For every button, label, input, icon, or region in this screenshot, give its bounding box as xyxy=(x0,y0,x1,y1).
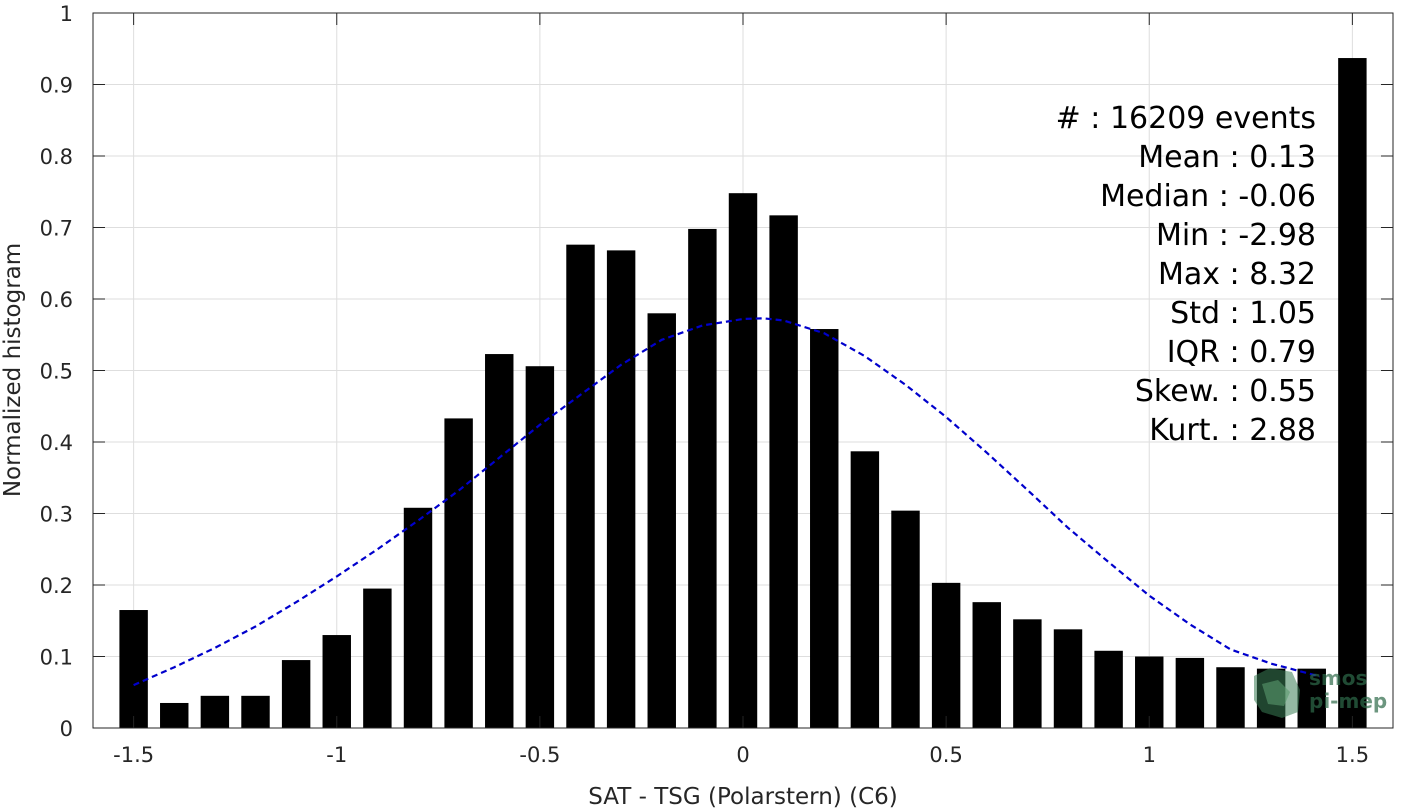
histogram-bar xyxy=(322,635,351,728)
histogram-bar xyxy=(160,702,189,728)
y-tick-label: 0.5 xyxy=(40,360,73,384)
histogram-bar xyxy=(891,510,920,728)
x-tick-label: 0 xyxy=(736,743,749,767)
x-axis-label: SAT - TSG (Polarstern) (C6) xyxy=(588,784,897,809)
histogram-bar xyxy=(403,507,433,728)
histogram-bar xyxy=(688,228,717,728)
x-tick-label: 0.5 xyxy=(929,743,962,767)
histogram-bar xyxy=(485,354,514,728)
histogram-bar xyxy=(769,215,798,729)
x-tick-label: -1 xyxy=(326,743,347,767)
statistics-annotation: # : 16209 events Mean : 0.13 Median : -0.0… xyxy=(1056,101,1316,448)
stat-line: # : 16209 events xyxy=(1056,101,1316,136)
y-tick-label: 0.7 xyxy=(40,217,73,241)
y-tick-label: 0.6 xyxy=(40,288,73,312)
histogram-bar xyxy=(1216,667,1245,728)
y-tick-label: 0.8 xyxy=(40,145,73,169)
histogram-bar xyxy=(119,610,148,728)
histogram-bar xyxy=(566,244,595,728)
logo-text-line2: pi-mep xyxy=(1309,689,1387,713)
y-tick-label: 0.3 xyxy=(40,503,73,527)
axis-ticks xyxy=(93,12,1393,729)
fit-curve xyxy=(133,317,1321,687)
stat-line: Max : 8.32 xyxy=(1158,257,1316,292)
y-tick-labels: 0 0.1 0.2 0.3 0.4 0.5 0.6 0.7 0.8 0.9 1 xyxy=(40,2,73,741)
bars xyxy=(119,58,1367,729)
histogram-bar xyxy=(281,660,311,728)
x-tick-label: 1.5 xyxy=(1336,743,1369,767)
y-tick-label: 0.9 xyxy=(40,74,73,98)
histogram-bar xyxy=(850,451,880,728)
histogram-bar xyxy=(1338,58,1367,729)
histogram-bar xyxy=(647,313,676,728)
y-tick-label: 0.2 xyxy=(40,574,73,598)
histogram-bar xyxy=(1297,668,1326,728)
x-tick-label: -1.5 xyxy=(113,743,154,767)
histogram-bar xyxy=(525,366,555,728)
stat-line: IQR : 0.79 xyxy=(1167,335,1316,370)
histogram-bar xyxy=(931,582,961,728)
x-tick-labels: -1.5 -1 -0.5 0 0.5 1 1.5 xyxy=(113,743,1369,767)
y-tick-label: 0.1 xyxy=(40,646,73,670)
y-tick-label: 0 xyxy=(60,717,73,741)
histogram-bar xyxy=(972,602,1001,728)
histogram-bar xyxy=(810,329,839,728)
y-tick-label: 0.4 xyxy=(40,431,73,455)
stat-line: Median : -0.06 xyxy=(1100,179,1316,214)
logo-inner-shape-icon xyxy=(1262,680,1290,706)
histogram-bar xyxy=(241,695,270,728)
histogram-bar xyxy=(728,193,758,728)
smos-pi-mep-logo: smos pi-mep xyxy=(1254,666,1387,718)
logo-text-line1: smos xyxy=(1309,666,1367,690)
stat-line: Mean : 0.13 xyxy=(1138,140,1316,175)
y-tick-label: 1 xyxy=(60,2,73,26)
y-axis-label: Normalized histogram xyxy=(0,243,26,497)
histogram-bar xyxy=(444,418,473,728)
histogram-bar xyxy=(1175,657,1205,728)
stat-line: Kurt. : 2.88 xyxy=(1149,413,1316,448)
x-tick-label: -0.5 xyxy=(519,743,560,767)
histogram-bar xyxy=(1013,619,1042,728)
stat-line: Skew. : 0.55 xyxy=(1135,374,1316,409)
histogram-bar xyxy=(606,250,636,728)
stat-line: Std : 1.05 xyxy=(1170,296,1316,331)
histogram-bar xyxy=(1094,650,1123,728)
histogram-bar xyxy=(1053,629,1083,728)
stat-line: Min : -2.98 xyxy=(1156,218,1316,253)
histogram-bar xyxy=(363,588,392,728)
x-tick-label: 1 xyxy=(1143,743,1156,767)
histogram-bar xyxy=(200,695,230,728)
